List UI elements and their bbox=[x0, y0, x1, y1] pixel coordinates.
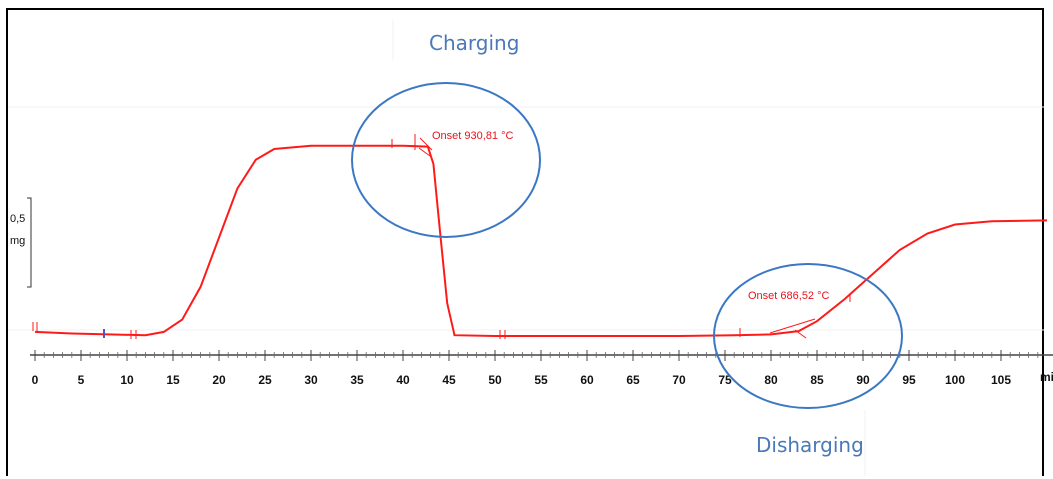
x-tick-label: 5 bbox=[78, 373, 85, 387]
chart-frame bbox=[6, 8, 1044, 476]
discharging-highlight-circle bbox=[713, 263, 903, 409]
x-tick-label: 35 bbox=[350, 373, 364, 387]
x-axis-major-ticks bbox=[34, 350, 1002, 361]
onset-label-discharging: Onset 686,52 °C bbox=[748, 290, 830, 302]
charging-annotation: Charging bbox=[429, 31, 519, 55]
x-tick-label: 90 bbox=[856, 373, 870, 387]
x-tick-label: 100 bbox=[945, 373, 965, 387]
x-tick-label: 75 bbox=[718, 373, 732, 387]
x-tick-label: 40 bbox=[396, 373, 410, 387]
x-tick-label: 20 bbox=[212, 373, 226, 387]
scale-value-label: 0,5 bbox=[10, 213, 25, 225]
x-tick-label: 105 bbox=[991, 373, 1011, 387]
x-tick-label: 70 bbox=[672, 373, 686, 387]
x-tick-label: 55 bbox=[534, 373, 548, 387]
mass-curve bbox=[34, 144, 1048, 337]
x-tick-label: 95 bbox=[902, 373, 916, 387]
x-tick-label: 50 bbox=[488, 373, 502, 387]
x-tick-label: 65 bbox=[626, 373, 640, 387]
scale-bracket bbox=[27, 197, 32, 288]
discharging-annotation: Disharging bbox=[756, 433, 864, 457]
x-tick-label: 10 bbox=[120, 373, 134, 387]
x-tick-label: 85 bbox=[810, 373, 824, 387]
charging-highlight-circle bbox=[351, 82, 541, 238]
x-tick-label: 45 bbox=[442, 373, 456, 387]
x-tick-label: 15 bbox=[166, 373, 180, 387]
x-tick-label: 0 bbox=[32, 373, 39, 387]
x-axis-tick-labels: 0 5 10 15 20 25 30 35 40 45 50 55 60 65 70 75 80 85 90 95 10… bbox=[32, 373, 1012, 387]
x-tick-label: 80 bbox=[764, 373, 778, 387]
x-tick-label: 30 bbox=[304, 373, 318, 387]
onset-markers bbox=[32, 134, 851, 339]
scale-unit-label: mg bbox=[10, 235, 25, 247]
onset-label-charging: Onset 930,81 °C bbox=[432, 130, 514, 142]
x-tick-label: 25 bbox=[258, 373, 272, 387]
x-axis-label: mi bbox=[1040, 370, 1053, 384]
x-tick-label: 60 bbox=[580, 373, 594, 387]
x-axis-minor-ticks bbox=[43, 352, 1039, 358]
